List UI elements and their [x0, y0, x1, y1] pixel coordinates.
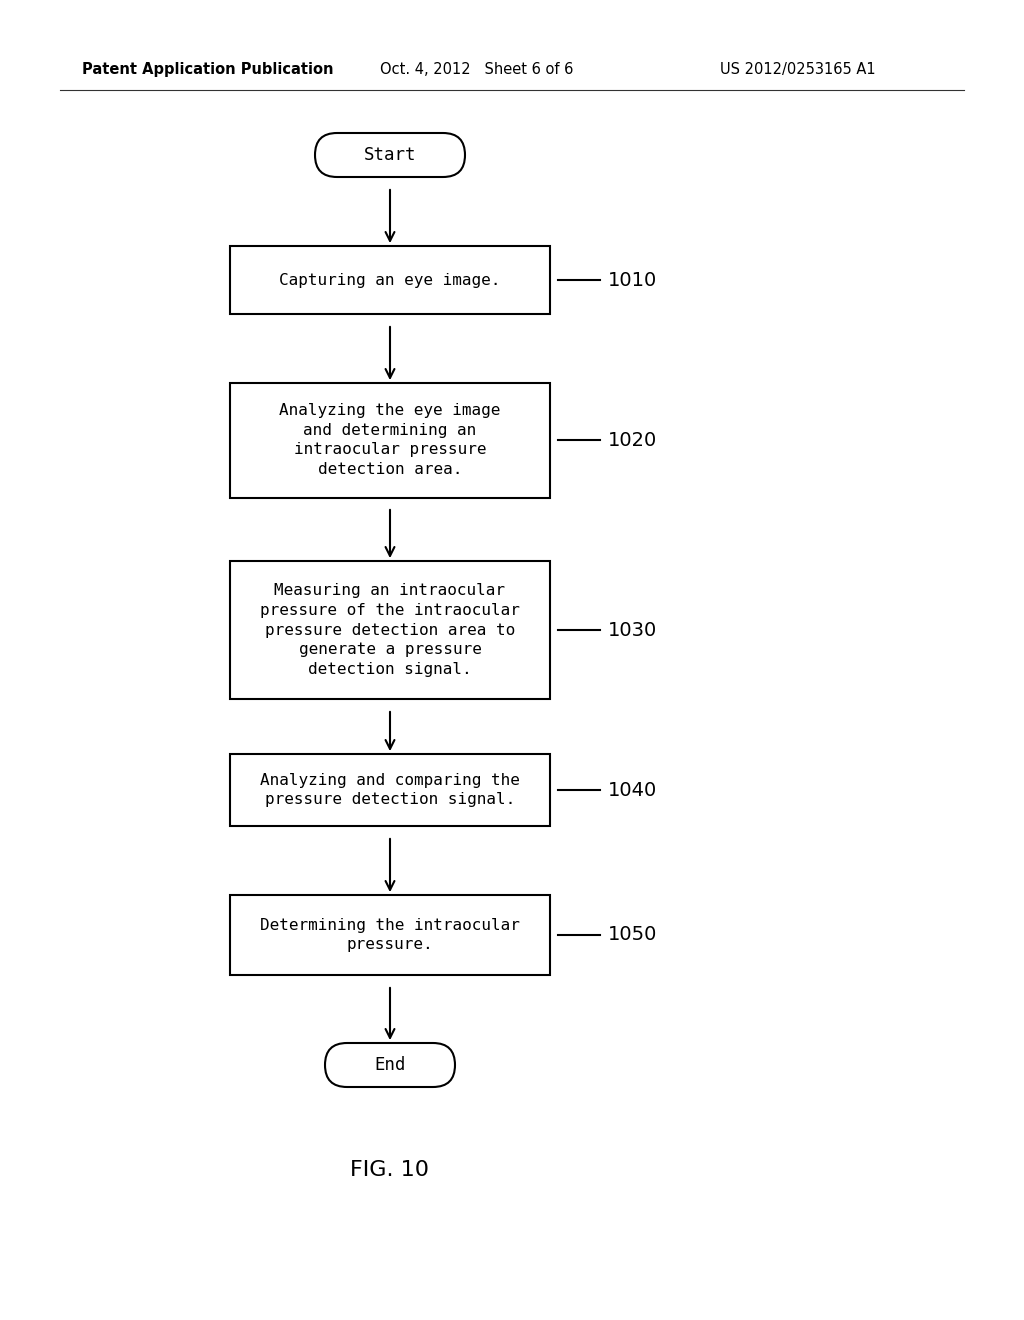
Text: 1020: 1020: [608, 430, 657, 450]
Text: Determining the intraocular
pressure.: Determining the intraocular pressure.: [260, 917, 520, 953]
FancyBboxPatch shape: [230, 383, 550, 498]
Text: Analyzing the eye image
and determining an
intraocular pressure
detection area.: Analyzing the eye image and determining …: [280, 403, 501, 478]
FancyBboxPatch shape: [230, 561, 550, 700]
Text: 1050: 1050: [608, 925, 657, 945]
FancyBboxPatch shape: [230, 895, 550, 975]
Text: Analyzing and comparing the
pressure detection signal.: Analyzing and comparing the pressure det…: [260, 772, 520, 808]
Text: Patent Application Publication: Patent Application Publication: [82, 62, 334, 77]
Text: Capturing an eye image.: Capturing an eye image.: [280, 272, 501, 288]
Text: Start: Start: [364, 147, 416, 164]
Text: 1040: 1040: [608, 780, 657, 800]
Text: Oct. 4, 2012   Sheet 6 of 6: Oct. 4, 2012 Sheet 6 of 6: [380, 62, 573, 77]
FancyBboxPatch shape: [230, 754, 550, 826]
FancyBboxPatch shape: [230, 246, 550, 314]
Text: US 2012/0253165 A1: US 2012/0253165 A1: [720, 62, 876, 77]
Text: Measuring an intraocular
pressure of the intraocular
pressure detection area to
: Measuring an intraocular pressure of the…: [260, 583, 520, 677]
Text: FIG. 10: FIG. 10: [350, 1160, 429, 1180]
FancyBboxPatch shape: [315, 133, 465, 177]
Text: 1030: 1030: [608, 620, 657, 639]
FancyBboxPatch shape: [325, 1043, 455, 1086]
Text: End: End: [374, 1056, 406, 1074]
Text: 1010: 1010: [608, 271, 657, 289]
